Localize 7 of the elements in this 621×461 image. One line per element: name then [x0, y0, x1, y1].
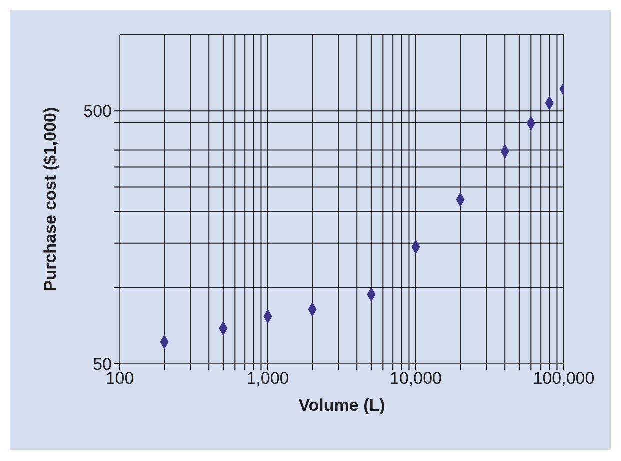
x-tick-label: 1,000: [246, 369, 290, 388]
x-axis-title: Volume (L): [298, 396, 386, 415]
y-axis-title: Purchase cost ($1,000): [41, 107, 60, 292]
x-tick-label: 100,000: [533, 369, 595, 388]
y-tick-label: 500: [84, 102, 112, 122]
x-tick-label: 10,000: [390, 369, 442, 388]
x-tick-label: 100: [106, 369, 134, 388]
